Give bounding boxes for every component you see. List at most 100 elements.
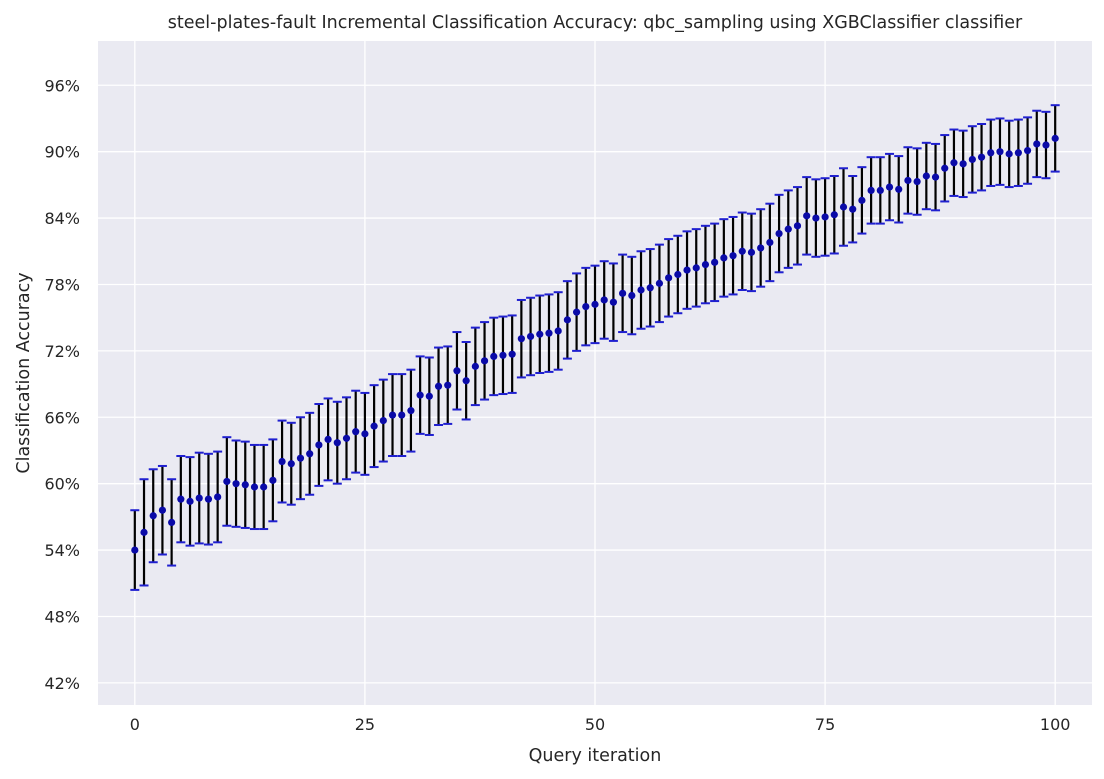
data-point bbox=[269, 476, 277, 484]
data-point bbox=[554, 327, 562, 335]
data-point bbox=[683, 266, 691, 274]
data-point bbox=[803, 212, 811, 220]
data-point bbox=[462, 377, 470, 385]
x-tick-label: 0 bbox=[130, 715, 140, 734]
data-point bbox=[545, 329, 553, 337]
data-point bbox=[968, 155, 976, 164]
data-point bbox=[278, 457, 286, 466]
y-tick-label: 90% bbox=[44, 143, 80, 162]
data-point bbox=[1005, 150, 1013, 158]
data-point bbox=[296, 454, 305, 462]
data-point bbox=[352, 428, 360, 436]
data-point bbox=[655, 279, 664, 287]
data-point bbox=[711, 258, 719, 266]
data-point bbox=[913, 177, 921, 186]
data-point bbox=[149, 512, 157, 520]
data-point bbox=[1033, 140, 1041, 148]
data-point bbox=[177, 495, 185, 503]
y-tick-label: 42% bbox=[44, 674, 80, 693]
data-point bbox=[582, 303, 590, 311]
data-point bbox=[876, 186, 884, 194]
data-point bbox=[867, 186, 875, 194]
data-point bbox=[315, 441, 323, 449]
data-point bbox=[996, 148, 1004, 156]
data-point bbox=[204, 495, 213, 503]
data-point bbox=[287, 460, 295, 468]
data-point bbox=[260, 483, 268, 491]
data-point bbox=[508, 350, 516, 358]
data-point bbox=[950, 159, 958, 167]
data-point bbox=[793, 222, 802, 230]
data-point bbox=[241, 481, 249, 489]
data-point bbox=[444, 381, 452, 389]
y-axis-label: Classification Accuracy bbox=[14, 272, 34, 473]
data-point bbox=[757, 244, 765, 252]
data-point bbox=[158, 506, 167, 514]
data-point bbox=[977, 153, 986, 161]
data-point bbox=[609, 298, 618, 306]
data-points bbox=[131, 134, 1059, 554]
data-point bbox=[490, 352, 498, 360]
data-point bbox=[536, 330, 544, 338]
data-point bbox=[168, 518, 176, 527]
data-point bbox=[747, 248, 756, 256]
data-point bbox=[619, 289, 627, 297]
data-point bbox=[131, 546, 139, 554]
data-point bbox=[922, 172, 930, 180]
data-point bbox=[904, 176, 912, 185]
data-point bbox=[895, 185, 903, 193]
chart-title: steel-plates-fault Incremental Classific… bbox=[168, 13, 1023, 33]
data-point bbox=[370, 422, 378, 430]
data-point bbox=[223, 477, 231, 486]
y-tick-label: 96% bbox=[44, 76, 80, 95]
data-point bbox=[987, 149, 995, 157]
data-point bbox=[232, 480, 240, 488]
data-point bbox=[766, 238, 774, 247]
data-point bbox=[526, 332, 535, 341]
data-point bbox=[563, 316, 571, 324]
data-point bbox=[324, 435, 332, 443]
data-point bbox=[931, 173, 940, 181]
y-tick-labels: 42% 48% 54% 60% 66% 72% 78% 84% 90% 96% bbox=[44, 76, 80, 693]
y-tick-label: 60% bbox=[44, 475, 80, 494]
y-tick-label: 78% bbox=[44, 275, 80, 294]
data-point bbox=[140, 528, 148, 536]
y-tick-label: 84% bbox=[44, 209, 80, 228]
data-point bbox=[1042, 141, 1050, 149]
data-point bbox=[812, 214, 820, 222]
data-point bbox=[729, 252, 737, 260]
data-point bbox=[453, 367, 461, 375]
y-tick-label: 48% bbox=[44, 607, 80, 626]
data-point bbox=[701, 260, 710, 269]
data-point bbox=[849, 205, 857, 213]
data-point bbox=[959, 160, 967, 168]
data-point bbox=[692, 264, 700, 272]
data-point bbox=[471, 362, 479, 370]
data-point bbox=[646, 284, 654, 292]
data-point bbox=[361, 430, 369, 438]
data-point bbox=[572, 308, 581, 316]
data-point bbox=[250, 483, 259, 491]
data-point bbox=[720, 254, 728, 262]
data-point bbox=[665, 274, 673, 282]
data-point bbox=[407, 407, 415, 415]
data-point bbox=[416, 391, 424, 399]
data-point bbox=[342, 434, 351, 442]
data-point bbox=[1023, 146, 1032, 155]
data-point bbox=[821, 213, 829, 221]
x-axis-label: Query iteration bbox=[529, 746, 662, 766]
data-point bbox=[885, 183, 894, 191]
y-tick-label: 66% bbox=[44, 408, 80, 427]
data-point bbox=[398, 411, 406, 419]
data-point bbox=[839, 203, 848, 211]
x-tick-label: 100 bbox=[1040, 715, 1071, 734]
data-point bbox=[480, 357, 489, 365]
y-tick-label: 72% bbox=[44, 342, 80, 361]
y-tick-label: 54% bbox=[44, 541, 80, 560]
x-tick-label: 75 bbox=[815, 715, 835, 734]
data-point bbox=[637, 286, 645, 294]
data-point bbox=[499, 351, 507, 359]
data-point bbox=[388, 411, 397, 419]
x-tick-label: 25 bbox=[355, 715, 375, 734]
